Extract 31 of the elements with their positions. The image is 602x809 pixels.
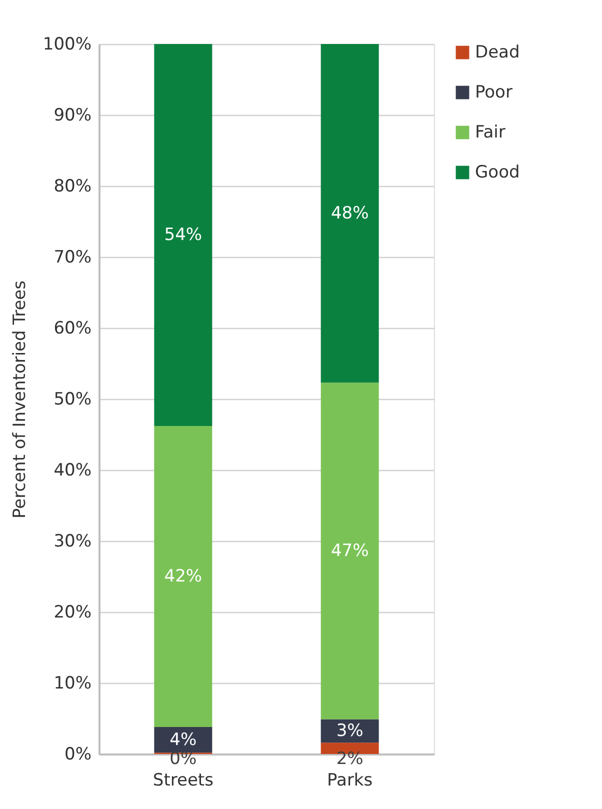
y-tick-label: 70% [54,248,92,268]
legend-label: Dead [475,42,520,62]
data-label: 54% [164,224,202,245]
data-label: 0% [170,749,197,769]
data-label: 42% [164,566,202,586]
x-tick-label: Streets [152,770,214,790]
y-tick-label: 10% [54,674,92,694]
y-tick-label: 90% [54,106,92,126]
legend-label: Good [475,162,520,182]
legend-label: Poor [475,82,512,102]
bar [154,426,212,728]
y-tick-label: 40% [54,460,92,480]
y-tick-label: 80% [54,176,92,196]
y-tick-label: 100% [42,34,92,54]
data-label: 4% [170,730,197,750]
bar [154,44,212,426]
y-tick-label: 50% [54,390,92,410]
data-label: 47% [330,540,369,561]
bar [320,44,379,383]
y-tick-label: 60% [54,318,92,338]
bar [320,382,379,720]
y-tick-label: 0% [64,744,92,764]
y-axis-title: Percent of Inventoried Trees [10,280,30,518]
data-label: 2% [336,749,364,769]
data-label: 48% [330,203,369,224]
bar [320,719,379,743]
x-tick-label: Parks [327,770,373,790]
y-tick-label: 30% [54,532,92,552]
legend-label: Fair [475,122,506,142]
data-label: 3% [336,720,364,741]
y-tick-label: 20% [54,602,92,622]
